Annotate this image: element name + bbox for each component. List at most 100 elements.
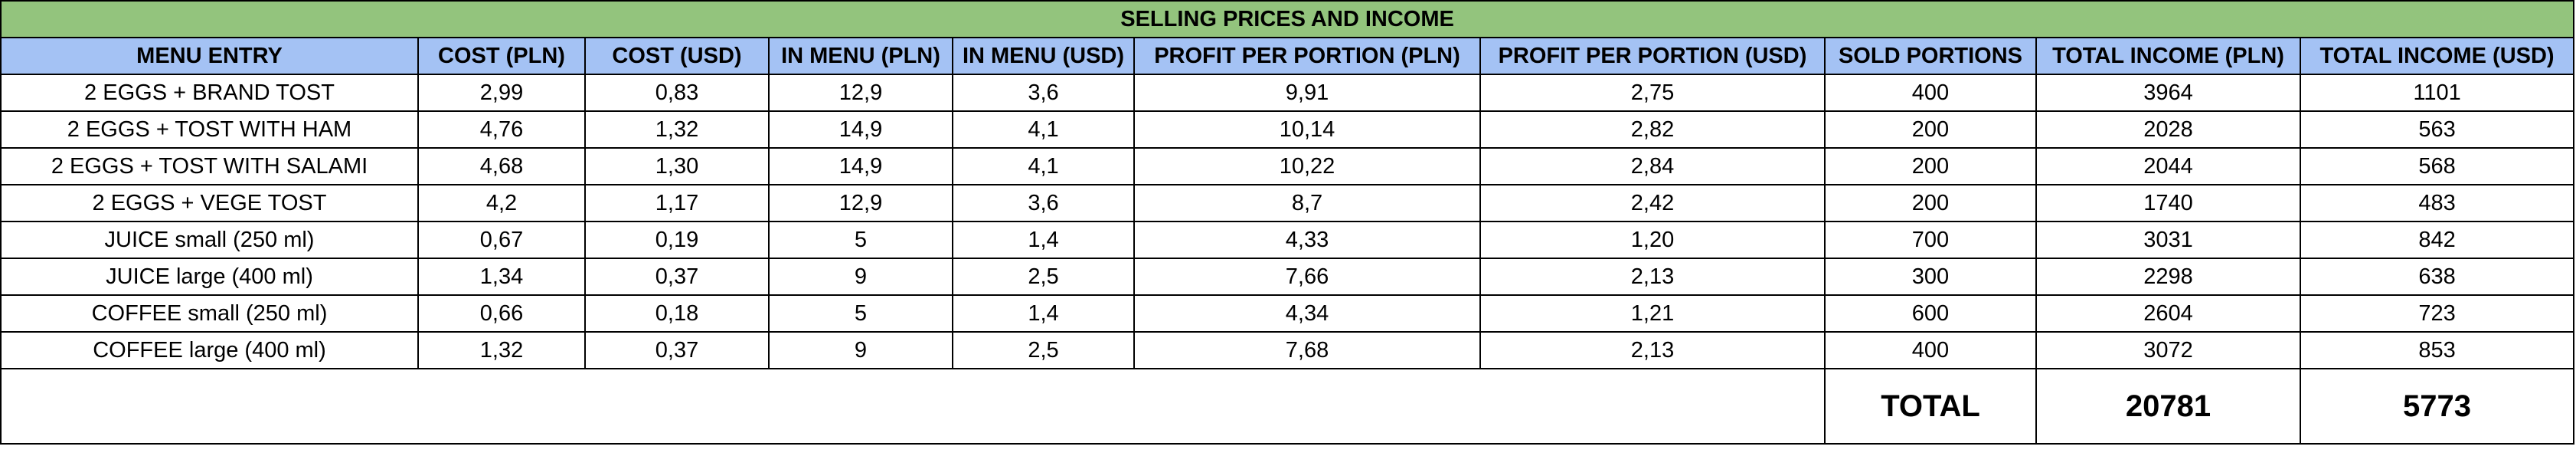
- total-income-usd-cell: 723: [2299, 294, 2575, 333]
- table-row: 2 EGGS + TOST WITH HAM 4,76 1,32 14,9 4,1 10,…: [0, 110, 2575, 149]
- total-income-usd-cell: 483: [2299, 184, 2575, 222]
- in-menu-pln-cell: 5: [768, 221, 953, 259]
- table-row: JUICE large (400 ml) 1,34 0,37 9 2,5 7,66 2,13…: [0, 258, 2575, 296]
- cost-pln-cell: 1,34: [417, 258, 586, 296]
- header-cost-usd: COST (USD): [584, 37, 770, 75]
- cost-usd-cell: 1,17: [584, 184, 770, 222]
- total-income-usd-cell: 842: [2299, 221, 2575, 259]
- total-income-usd-cell: 638: [2299, 258, 2575, 296]
- in-menu-usd-cell: 3,6: [952, 74, 1135, 112]
- cost-pln-cell: 4,76: [417, 110, 586, 149]
- total-income-pln-cell: 2044: [2035, 147, 2301, 185]
- profit-usd-cell: 1,20: [1479, 221, 1826, 259]
- menu-entry-cell: JUICE large (400 ml): [0, 258, 419, 296]
- cost-pln-cell: 4,2: [417, 184, 586, 222]
- sold-portions-cell: 200: [1824, 110, 2037, 149]
- profit-pln-cell: 10,14: [1133, 110, 1481, 149]
- header-profit-pln: PROFIT PER PORTION (PLN): [1133, 37, 1481, 75]
- total-income-pln-cell: 3964: [2035, 74, 2301, 112]
- profit-usd-cell: 2,82: [1479, 110, 1826, 149]
- cost-usd-cell: 1,30: [584, 147, 770, 185]
- profit-pln-cell: 7,68: [1133, 331, 1481, 369]
- table-row: JUICE small (250 ml) 0,67 0,19 5 1,4 4,33 1,20…: [0, 221, 2575, 259]
- in-menu-usd-cell: 1,4: [952, 221, 1135, 259]
- in-menu-usd-cell: 4,1: [952, 147, 1135, 185]
- income-table: SELLING PRICES AND INCOME MENU ENTRY COST…: [0, 0, 2575, 445]
- total-income-pln-cell: 2298: [2035, 258, 2301, 296]
- profit-pln-cell: 9,91: [1133, 74, 1481, 112]
- in-menu-pln-cell: 14,9: [768, 147, 953, 185]
- cost-usd-cell: 1,32: [584, 110, 770, 149]
- in-menu-usd-cell: 2,5: [952, 258, 1135, 296]
- total-income-pln-cell: 2604: [2035, 294, 2301, 333]
- profit-pln-cell: 4,34: [1133, 294, 1481, 333]
- sold-portions-cell: 600: [1824, 294, 2037, 333]
- sold-portions-cell: 300: [1824, 258, 2037, 296]
- menu-entry-cell: JUICE small (250 ml): [0, 221, 419, 259]
- total-income-usd-cell: 853: [2299, 331, 2575, 369]
- in-menu-pln-cell: 9: [768, 258, 953, 296]
- total-income-usd-cell: 1101: [2299, 74, 2575, 112]
- menu-entry-cell: 2 EGGS + TOST WITH HAM: [0, 110, 419, 149]
- total-income-pln-cell: 2028: [2035, 110, 2301, 149]
- profit-pln-cell: 8,7: [1133, 184, 1481, 222]
- profit-pln-cell: 4,33: [1133, 221, 1481, 259]
- profit-usd-cell: 2,42: [1479, 184, 1826, 222]
- sold-portions-cell: 200: [1824, 184, 2037, 222]
- profit-usd-cell: 2,84: [1479, 147, 1826, 185]
- cost-pln-cell: 1,32: [417, 331, 586, 369]
- header-total-income-pln: TOTAL INCOME (PLN): [2035, 37, 2301, 75]
- profit-pln-cell: 10,22: [1133, 147, 1481, 185]
- header-cost-pln: COST (PLN): [417, 37, 586, 75]
- sold-portions-cell: 400: [1824, 74, 2037, 112]
- in-menu-usd-cell: 4,1: [952, 110, 1135, 149]
- sold-portions-cell: 400: [1824, 331, 2037, 369]
- cost-usd-cell: 0,37: [584, 331, 770, 369]
- in-menu-usd-cell: 2,5: [952, 331, 1135, 369]
- in-menu-usd-cell: 3,6: [952, 184, 1135, 222]
- profit-usd-cell: 2,13: [1479, 258, 1826, 296]
- title-row: SELLING PRICES AND INCOME: [0, 0, 2575, 38]
- in-menu-pln-cell: 12,9: [768, 184, 953, 222]
- in-menu-pln-cell: 9: [768, 331, 953, 369]
- table-row: COFFEE small (250 ml) 0,66 0,18 5 1,4 4,34 1,2…: [0, 294, 2575, 333]
- menu-entry-cell: COFFEE large (400 ml): [0, 331, 419, 369]
- total-income-pln-cell: 3031: [2035, 221, 2301, 259]
- total-income-pln-cell: 3072: [2035, 331, 2301, 369]
- table-title: SELLING PRICES AND INCOME: [0, 0, 2575, 38]
- table-row: COFFEE large (400 ml) 1,32 0,37 9 2,5 7,68 2,1…: [0, 331, 2575, 369]
- table-row: 2 EGGS + TOST WITH SALAMI 4,68 1,30 14,9 4,1…: [0, 147, 2575, 185]
- total-income-pln-cell: 1740: [2035, 184, 2301, 222]
- cost-usd-cell: 0,19: [584, 221, 770, 259]
- header-total-income-usd: TOTAL INCOME (USD): [2299, 37, 2575, 75]
- sold-portions-cell: 700: [1824, 221, 2037, 259]
- cost-usd-cell: 0,37: [584, 258, 770, 296]
- cost-usd-cell: 0,18: [584, 294, 770, 333]
- header-menu-entry: MENU ENTRY: [0, 37, 419, 75]
- total-spacer-cell: [0, 368, 1826, 445]
- profit-usd-cell: 1,21: [1479, 294, 1826, 333]
- in-menu-pln-cell: 5: [768, 294, 953, 333]
- menu-entry-cell: 2 EGGS + BRAND TOST: [0, 74, 419, 112]
- total-income-usd-cell: 563: [2299, 110, 2575, 149]
- header-profit-usd: PROFIT PER PORTION (USD): [1479, 37, 1826, 75]
- menu-entry-cell: 2 EGGS + VEGE TOST: [0, 184, 419, 222]
- total-income-usd-cell: 568: [2299, 147, 2575, 185]
- in-menu-pln-cell: 12,9: [768, 74, 953, 112]
- table-row: 2 EGGS + VEGE TOST 4,2 1,17 12,9 3,6 8,7 2,42 2…: [0, 184, 2575, 222]
- total-row: TOTAL 20781 5773: [0, 368, 2575, 445]
- in-menu-usd-cell: 1,4: [952, 294, 1135, 333]
- in-menu-pln-cell: 14,9: [768, 110, 953, 149]
- cost-pln-cell: 0,67: [417, 221, 586, 259]
- sold-portions-cell: 200: [1824, 147, 2037, 185]
- profit-usd-cell: 2,13: [1479, 331, 1826, 369]
- header-in-menu-pln: IN MENU (PLN): [768, 37, 953, 75]
- header-in-menu-usd: IN MENU (USD): [952, 37, 1135, 75]
- cost-pln-cell: 2,99: [417, 74, 586, 112]
- cost-pln-cell: 4,68: [417, 147, 586, 185]
- profit-pln-cell: 7,66: [1133, 258, 1481, 296]
- header-row: MENU ENTRY COST (PLN) COST (USD) IN MENU (P…: [0, 37, 2575, 75]
- profit-usd-cell: 2,75: [1479, 74, 1826, 112]
- menu-entry-cell: COFFEE small (250 ml): [0, 294, 419, 333]
- total-income-usd: 5773: [2299, 368, 2575, 445]
